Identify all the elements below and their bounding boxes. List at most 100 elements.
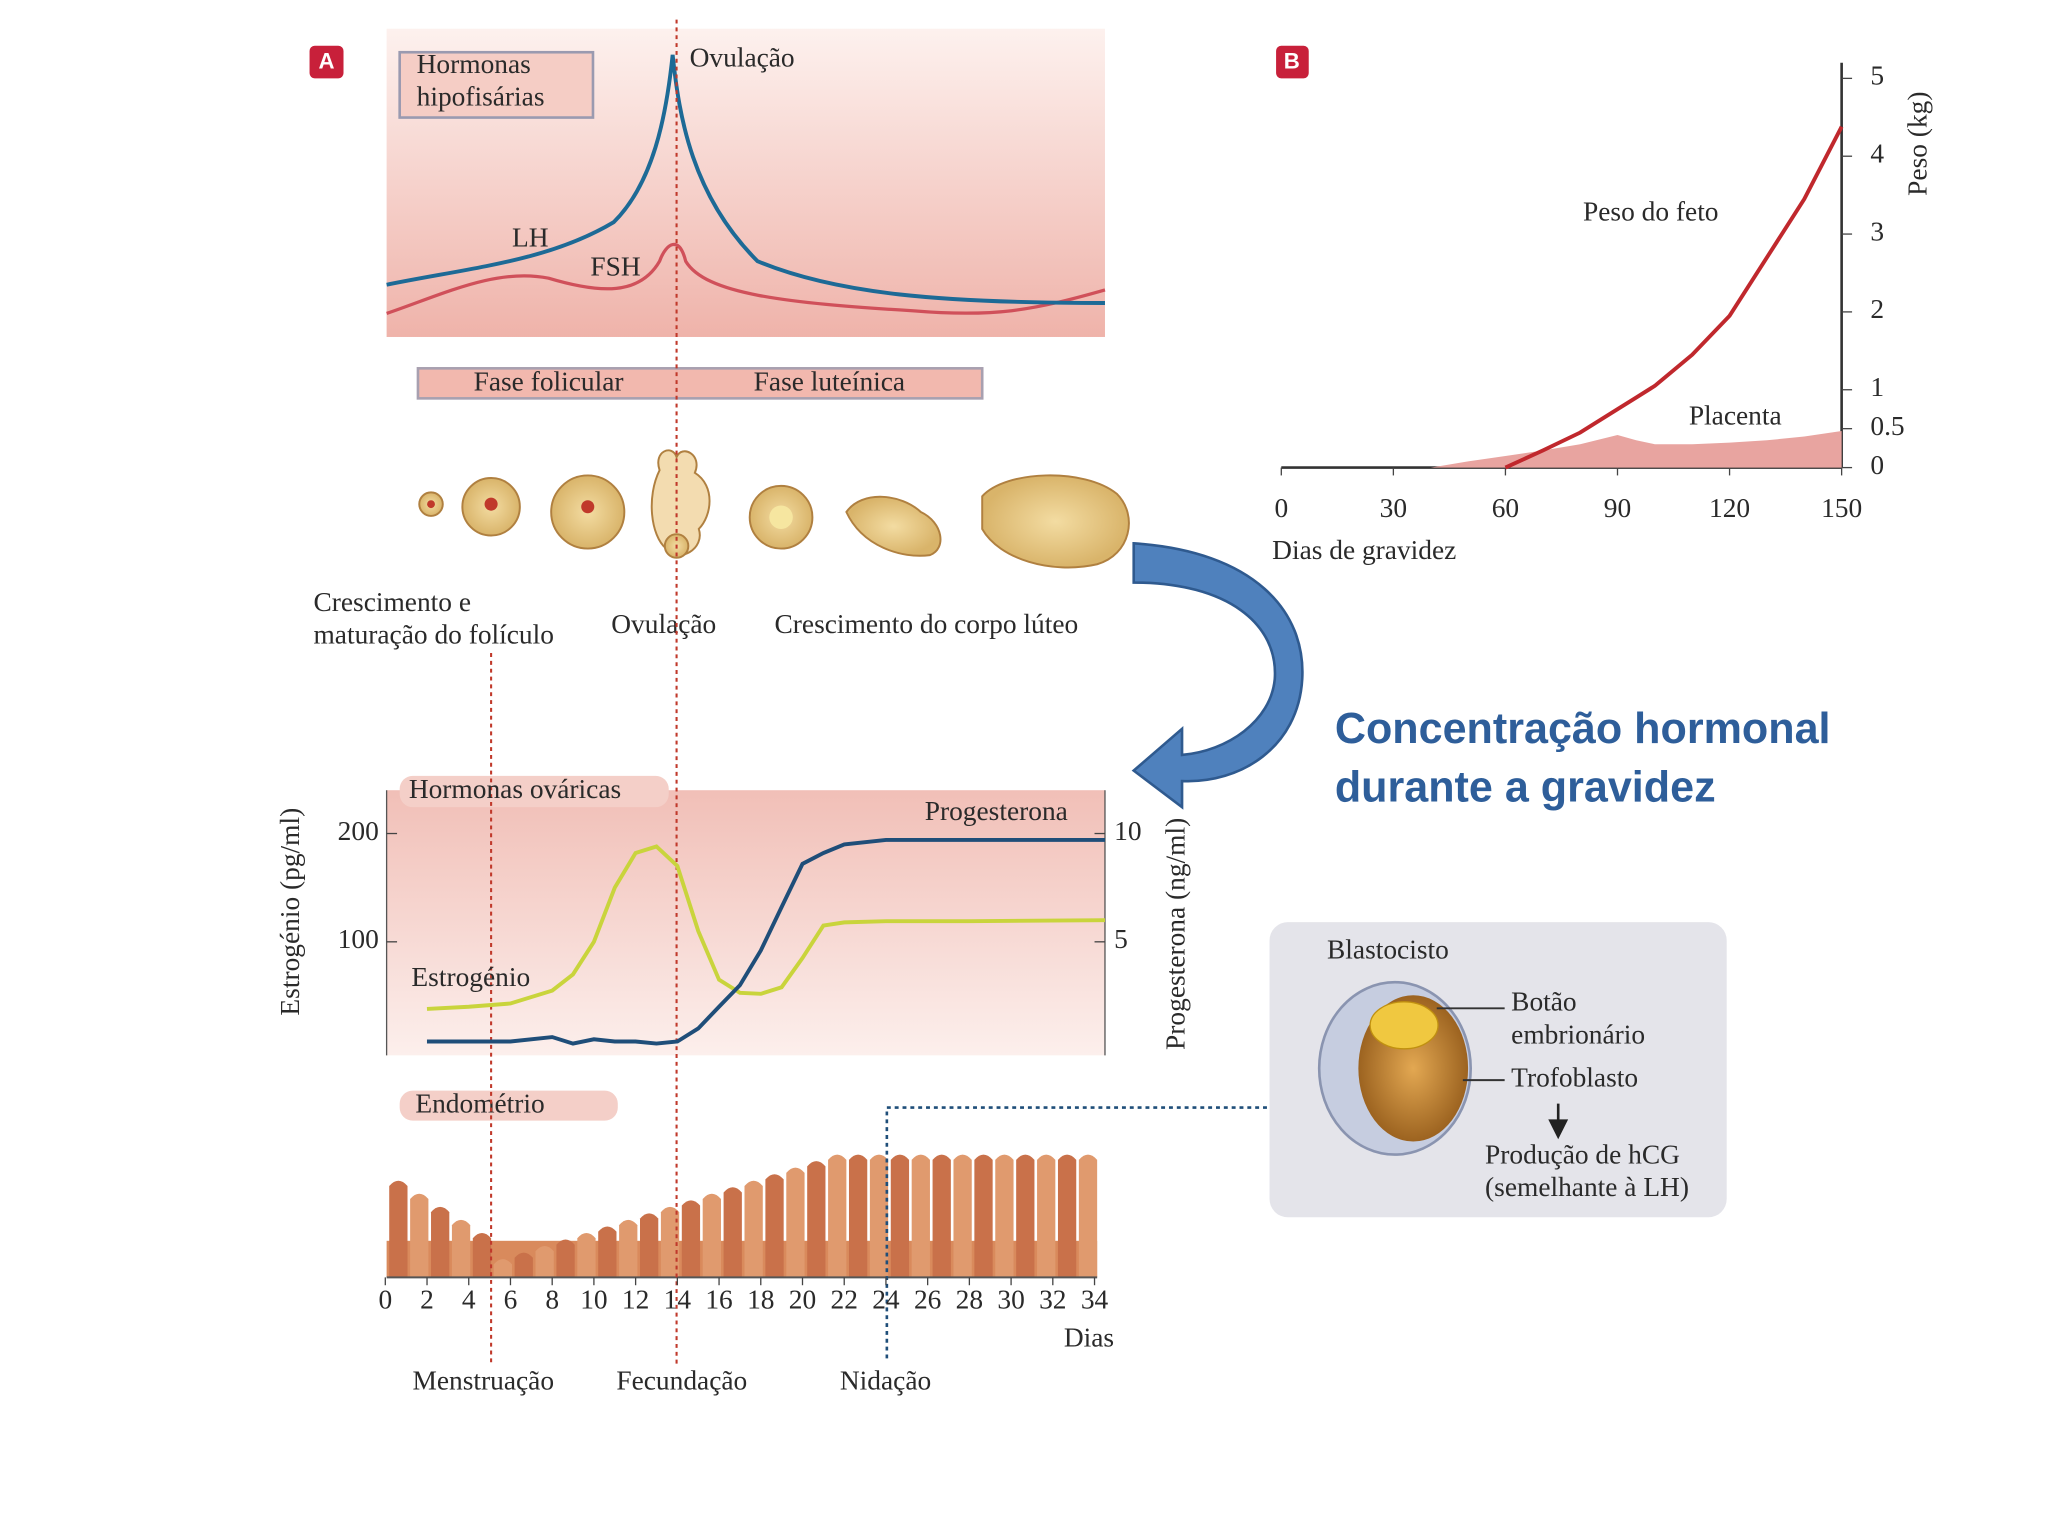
ovary-label: maturação do folículo	[313, 620, 553, 650]
phase-bar	[416, 367, 984, 400]
blastocyst-label: embrionário	[1511, 1019, 1645, 1049]
y-tick-label: 0.5	[1870, 411, 1904, 441]
endometrium-gland	[577, 1232, 596, 1278]
endometrium-gland	[953, 1154, 972, 1278]
endometrium-gland	[1057, 1154, 1077, 1278]
y-tick-label: 4	[1870, 139, 1884, 169]
endometrium-gland	[493, 1259, 512, 1278]
y-axis-title: Peso (kg)	[1902, 92, 1932, 196]
endometrium-gland	[556, 1239, 575, 1278]
event-label: Menstruação	[412, 1365, 554, 1395]
endometrium-gland	[974, 1154, 993, 1278]
endometrium-gland	[410, 1193, 429, 1278]
chart-title: Hormonas ováricas	[409, 774, 621, 804]
endometrium-gland	[911, 1154, 930, 1278]
endometrium-title: Endométrio	[415, 1089, 544, 1119]
series-label: Estrogénio	[411, 962, 530, 992]
x-tick-label: 30	[1380, 493, 1407, 523]
ovary-stages	[418, 449, 1130, 569]
y-tick-label: 100	[338, 924, 379, 954]
panel-badge	[1276, 45, 1309, 79]
blastocyst-label: Trofoblasto	[1511, 1062, 1638, 1092]
endometrium-gland	[472, 1232, 492, 1278]
x-tick-label: 16	[705, 1285, 732, 1315]
endometrium-gland	[660, 1206, 680, 1278]
y-tick-label: 0	[1870, 450, 1884, 480]
endometrium-gland	[640, 1213, 659, 1278]
blastocyst-label: Produção de hCG	[1485, 1140, 1680, 1170]
endometrium-gland	[995, 1154, 1014, 1278]
x-tick-label: 4	[462, 1285, 476, 1315]
endometrium-gland	[681, 1200, 701, 1278]
event-label: Fecundação	[616, 1365, 747, 1395]
fsh-label: FSH	[590, 251, 640, 281]
x-tick-label: 28	[956, 1285, 983, 1315]
series-label: Progesterona	[925, 796, 1068, 826]
fsh-curve	[386, 242, 1106, 316]
phase-label: Fase luteínica	[754, 366, 905, 396]
blastocyst-drawing	[1317, 980, 1472, 1156]
x-axis-title: Dias de gravidez	[1272, 535, 1456, 565]
endometrium-gland	[765, 1174, 784, 1278]
x-tick-label: 8	[545, 1285, 559, 1315]
endometrium-title-box	[399, 1090, 618, 1121]
x-tick-label: 24	[872, 1285, 900, 1315]
x-tick-label: 0	[1274, 493, 1288, 523]
panel-label: B	[1284, 49, 1300, 74]
x-tick-label: 20	[789, 1285, 816, 1315]
x-tick-label: 18	[747, 1285, 774, 1315]
y-tick-label: 3	[1870, 216, 1884, 246]
ovary-label: Crescimento do corpo lúteo	[775, 609, 1079, 639]
blastocyst-label: (semelhante à LH)	[1485, 1172, 1689, 1202]
panel-badge	[309, 45, 344, 79]
series-label: Peso do feto	[1583, 197, 1719, 227]
x-tick-label: 22	[831, 1285, 858, 1315]
endometrium-gland	[890, 1154, 910, 1278]
ovary-label: Crescimento e	[313, 587, 471, 617]
x-tick-label: 26	[914, 1285, 941, 1315]
x-tick-label: 150	[1821, 493, 1862, 523]
endometrium-gland	[514, 1252, 533, 1278]
callout: durante a gravidez	[1335, 764, 1716, 812]
arrow-down	[1548, 1103, 1569, 1140]
blastocyst-title: Blastocisto	[1327, 934, 1449, 964]
line	[426, 838, 1105, 1046]
endometrium-gland	[619, 1219, 638, 1278]
x-tick-label: 10	[580, 1285, 607, 1315]
y2-axis-title: Progesterona (ng/ml)	[1160, 818, 1190, 1050]
y-tick-label: 200	[338, 816, 379, 846]
x-tick-label: 12	[622, 1285, 649, 1315]
panel-label: A	[319, 49, 335, 74]
endometrium-gland	[932, 1154, 951, 1278]
x-tick-label: 2	[420, 1285, 434, 1315]
x-tick-label: 120	[1709, 493, 1750, 523]
endometrium-gland	[723, 1187, 742, 1278]
endometrium-gland	[598, 1226, 617, 1278]
x-tick-label: 34	[1081, 1285, 1109, 1315]
ovulation-label: Ovulação	[690, 42, 795, 72]
endometrium-gland	[828, 1154, 847, 1278]
endometrium-gland	[1078, 1154, 1098, 1278]
blastocyst-label: Botão	[1511, 987, 1576, 1017]
arrow	[1131, 541, 1304, 810]
line	[426, 844, 1105, 1011]
endometrium	[386, 1154, 1098, 1278]
x-tick-label: 6	[504, 1285, 518, 1315]
y-tick-label: 2	[1870, 294, 1884, 324]
ovary-label: Ovulação	[611, 609, 716, 639]
y2-tick-label: 10	[1114, 816, 1141, 846]
y2-tick-label: 5	[1114, 924, 1128, 954]
endometrium-gland	[431, 1206, 450, 1278]
x-tick-label: 32	[1039, 1285, 1066, 1315]
endometrium-gland	[535, 1246, 554, 1278]
x-tick-label: 90	[1604, 493, 1631, 523]
endometrium-gland	[848, 1154, 868, 1278]
endometrium-gland	[1016, 1154, 1035, 1278]
endometrium-gland	[869, 1154, 889, 1278]
endometrium-gland	[1037, 1154, 1056, 1278]
endometrium-gland	[786, 1167, 805, 1278]
lh-curve	[386, 54, 1105, 305]
ovarian-title-box	[399, 775, 669, 808]
phase-label: Fase folicular	[474, 366, 624, 396]
